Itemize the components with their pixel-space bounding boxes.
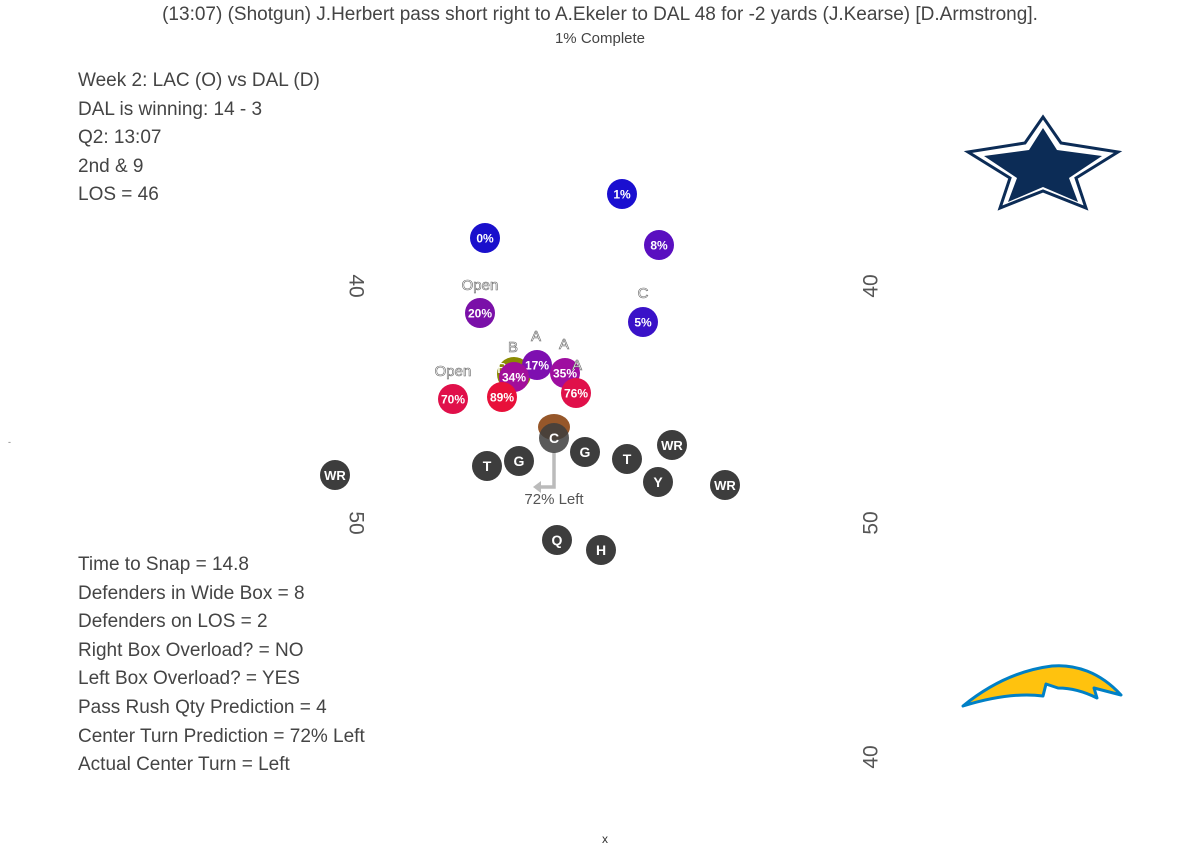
- defender-gap-label: B: [508, 339, 518, 356]
- defenders-wide-box: Defenders in Wide Box = 8: [78, 582, 305, 604]
- defender-gap-label: Open: [435, 363, 472, 380]
- offense-player-marker: G: [570, 437, 600, 467]
- chargers-bolt-logo: [961, 664, 1123, 708]
- defender-marker: 70%: [438, 384, 468, 414]
- defender-circle: [487, 382, 517, 412]
- defender-gap-label: A: [531, 328, 541, 345]
- offense-position-label: T: [623, 451, 632, 467]
- center-turn-label: 72% Left: [524, 491, 584, 508]
- defender-marker: 8%: [644, 230, 674, 260]
- defender-marker: 89%: [487, 382, 517, 412]
- defender-blitz-pct: 8%: [650, 239, 668, 253]
- defender-circle: [628, 307, 658, 337]
- score-status: DAL is winning: 14 - 3: [78, 98, 263, 120]
- offense-player-marker: T: [612, 444, 642, 474]
- offense-player-marker: WR: [710, 470, 740, 500]
- game-info-panel: Week 2: LAC (O) vs DAL (D) DAL is winnin…: [78, 67, 320, 210]
- defender-marker: 5%: [628, 307, 658, 337]
- offense-position-label: WR: [661, 438, 683, 453]
- center-turn-arrow: [533, 452, 556, 493]
- defender-circle: [522, 350, 552, 380]
- center-turn-prediction: Center Turn Prediction = 72% Left: [78, 725, 365, 747]
- offense-player-marker: Q: [542, 525, 572, 555]
- offense-position-label: G: [514, 453, 525, 469]
- defender-circle: [470, 223, 500, 253]
- defender-blitz-pct: 20%: [468, 307, 492, 321]
- play-description: (13:07) (Shotgun) J.Herbert pass short r…: [162, 4, 1038, 25]
- offense-position-label: WR: [714, 478, 736, 493]
- defender-blitz-pct: 70%: [441, 393, 465, 407]
- defender-blitz-pct: 5%: [634, 316, 652, 330]
- cowboys-star-logo: [963, 114, 1123, 211]
- offense-player-circle: [643, 467, 673, 497]
- time-to-snap: Time to Snap = 14.8: [78, 554, 249, 575]
- right-box-overload: Right Box Overload? = NO: [78, 639, 304, 661]
- defender-marker: 20%: [465, 298, 495, 328]
- edge-tick-mark: -: [8, 437, 11, 447]
- offense-player-marker: C: [539, 423, 569, 453]
- offense-player-marker: WR: [657, 430, 687, 460]
- defender-blitz-pct: 89%: [490, 391, 514, 405]
- offense-player-marker: Y: [643, 467, 673, 497]
- offense-position-label: T: [483, 458, 492, 474]
- left-box-overload: Left Box Overload? = YES: [78, 668, 300, 690]
- offense-player-marker: H: [586, 535, 616, 565]
- line-of-scrimmage: LOS = 46: [78, 184, 159, 206]
- defender-gap-label: C: [638, 285, 649, 302]
- game-clock: Q2: 13:07: [78, 127, 162, 149]
- offense-player-circle: [542, 525, 572, 555]
- defender-blitz-pct: 76%: [564, 387, 588, 401]
- defender-marker: 0%: [470, 223, 500, 253]
- offense-position-label: Y: [653, 474, 663, 490]
- week-matchup: Week 2: LAC (O) vs DAL (D): [78, 70, 320, 91]
- offense-player-circle: [472, 451, 502, 481]
- defender-marker: 17%: [522, 350, 552, 380]
- offense-player-circle: [539, 423, 569, 453]
- defender-gap-label: A: [572, 357, 582, 374]
- offense-position-label: C: [549, 430, 559, 446]
- defender-blitz-pct: 17%: [525, 359, 549, 373]
- offense-position-label: WR: [324, 468, 346, 483]
- offense-player-circle: [320, 460, 350, 490]
- offense-position-label: H: [596, 542, 606, 558]
- down-distance: 2nd & 9: [78, 155, 144, 177]
- defender-gap-label: A: [559, 336, 569, 353]
- pass-rush-prediction: Pass Rush Qty Prediction = 4: [78, 696, 327, 718]
- offense-player-circle: [612, 444, 642, 474]
- actual-center-turn: Actual Center Turn = Left: [78, 754, 290, 776]
- defender-circle: [644, 230, 674, 260]
- offense-position-label: Q: [552, 532, 563, 548]
- x-mark: x: [602, 832, 608, 846]
- progress-text: 1% Complete: [554, 30, 646, 47]
- defenders-on-los: Defenders on LOS = 2: [78, 611, 268, 633]
- stats-panel: Time to Snap = 14.8 Defenders in Wide Bo…: [78, 551, 365, 780]
- defender-gap-label: Open: [462, 277, 499, 294]
- defender-blitz-pct: 34%: [502, 371, 526, 385]
- defender-circle: [607, 179, 637, 209]
- defender-blitz-pct: 0%: [476, 232, 494, 246]
- defender-marker: 1%: [607, 179, 637, 209]
- offense-player-marker: T: [472, 451, 502, 481]
- offense-position-label: G: [580, 444, 591, 460]
- offense-player-circle: [504, 446, 534, 476]
- defender-marker: 76%: [561, 378, 591, 408]
- defender-circle: [561, 378, 591, 408]
- defender-circle: [438, 384, 468, 414]
- offense-player-circle: [657, 430, 687, 460]
- defender-blitz-pct: 1%: [613, 188, 631, 202]
- offense-player-marker: G: [504, 446, 534, 476]
- offense-player-circle: [710, 470, 740, 500]
- offense-player-marker: WR: [320, 460, 350, 490]
- defender-circle: [465, 298, 495, 328]
- offense-player-circle: [586, 535, 616, 565]
- defender-blitz-pct: 35%: [553, 367, 577, 381]
- offense-player-circle: [570, 437, 600, 467]
